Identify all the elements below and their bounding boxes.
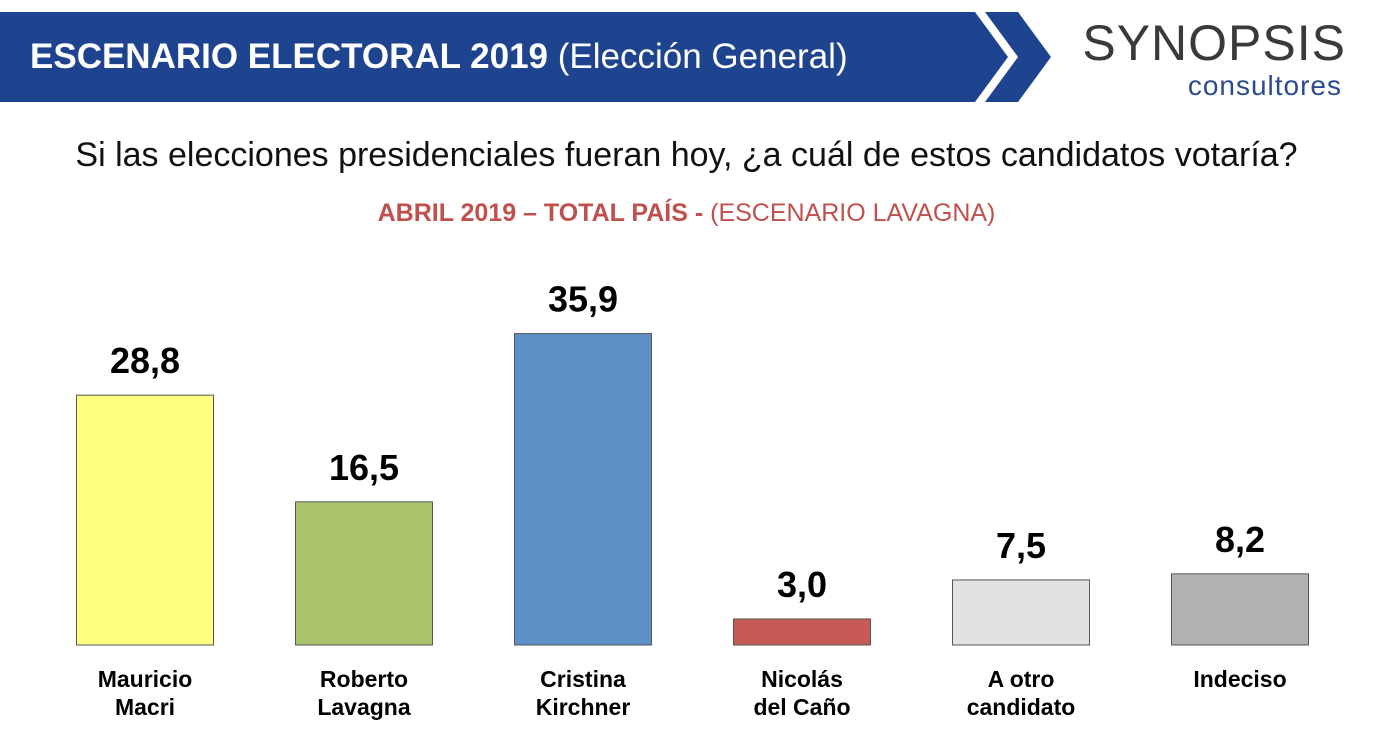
bar-roberto-lavagna — [295, 501, 433, 646]
page-title-normal: (Elección General) — [557, 37, 848, 76]
category-label-mauricio-macri: Mauricio Macri — [98, 666, 193, 720]
value-label-mauricio-macri: 28,8 — [110, 340, 180, 381]
logo-main-text: SYNOPSIS — [1082, 15, 1346, 71]
bar-cristina-kirchner — [514, 333, 652, 646]
chart-subtitle: ABRIL 2019 – TOTAL PAÍS - (ESCENARIO LAV… — [0, 199, 1373, 228]
category-label-indeciso: Indeciso — [1193, 666, 1286, 692]
bar-a-otro-candidato — [952, 579, 1090, 646]
category-label-a-otro-candidato: A otro candidato — [967, 666, 1076, 720]
category-label-nicolas-del-cano: Nicolás del Caño — [753, 666, 850, 720]
bar-indeciso — [1171, 573, 1309, 646]
subtitle-normal: (ESCENARIO LAVAGNA) — [710, 199, 996, 227]
company-logo: SYNOPSIS consultores — [1076, 14, 1346, 104]
bar-nicolas-del-cano — [733, 618, 871, 646]
subtitle-bold: ABRIL 2019 – TOTAL PAÍS - — [377, 199, 704, 227]
value-label-a-otro-candidato: 7,5 — [996, 525, 1046, 566]
value-label-cristina-kirchner: 35,9 — [548, 279, 618, 320]
bar-mauricio-macri — [76, 394, 214, 646]
page-title: ESCENARIO ELECTORAL 2019 (Elección Gener… — [30, 12, 848, 102]
value-label-indeciso: 8,2 — [1215, 519, 1265, 560]
category-label-cristina-kirchner: Cristina Kirchner — [536, 666, 631, 720]
logo-sub-text: consultores — [1187, 70, 1342, 101]
value-label-nicolas-del-cano: 3,0 — [777, 564, 827, 605]
category-label-roberto-lavagna: Roberto Lavagna — [317, 666, 411, 720]
page-title-bold: ESCENARIO ELECTORAL 2019 — [30, 37, 549, 76]
value-label-roberto-lavagna: 16,5 — [329, 447, 399, 488]
header-banner: ESCENARIO ELECTORAL 2019 (Elección Gener… — [0, 12, 1060, 102]
survey-question: Si las elecciones presidenciales fueran … — [75, 136, 1298, 174]
banner-arrow-shape — [0, 12, 1051, 102]
